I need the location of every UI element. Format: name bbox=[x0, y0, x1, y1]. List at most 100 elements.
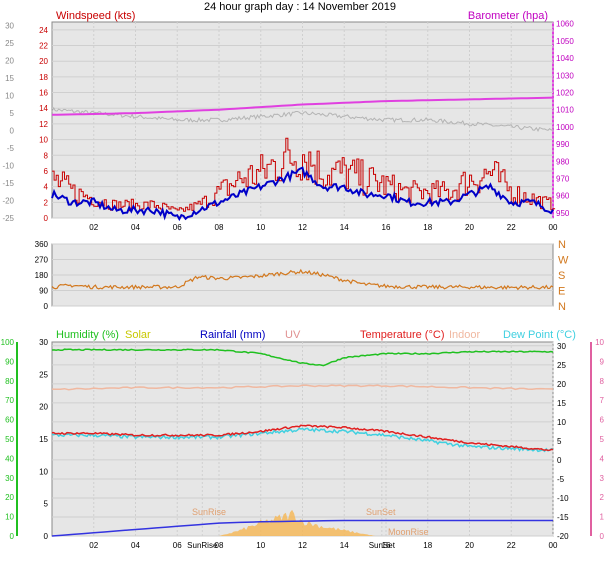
humidity-tick-label: 40 bbox=[5, 454, 14, 463]
gridlines bbox=[52, 22, 554, 537]
wind-tick-label: 12 bbox=[39, 120, 48, 129]
x-tick-label: 20 bbox=[465, 541, 474, 550]
baro-tick-label: 980 bbox=[556, 157, 570, 166]
x-tick-label: 08 bbox=[215, 541, 224, 550]
humidity-tick-label: 90 bbox=[5, 357, 14, 366]
humidity-tick-label: 60 bbox=[5, 416, 14, 425]
humidity-tick-label: 30 bbox=[5, 474, 14, 483]
uv-tick-label: 2 bbox=[600, 493, 605, 502]
compass-label: N bbox=[558, 301, 566, 313]
baro-tick-label: 950 bbox=[556, 209, 570, 218]
wind-tick-label: 4 bbox=[44, 183, 49, 192]
uv-tick-label: 10 bbox=[595, 338, 604, 347]
legend-label: UV bbox=[285, 329, 301, 341]
rain-tick-label: 30 bbox=[39, 338, 48, 347]
compass-label: W bbox=[558, 255, 569, 267]
x-tick-label: 00 bbox=[549, 223, 558, 232]
outer-tick-label: -20 bbox=[2, 197, 14, 206]
humidity-tick-label: 20 bbox=[5, 493, 14, 502]
solar-fill bbox=[219, 509, 376, 536]
axis-labels: Windspeed (kts) Barometer (hpa) Humidity (… bbox=[56, 10, 576, 537]
uv-tick-label: 7 bbox=[600, 396, 605, 405]
wind-tick-label: 8 bbox=[44, 151, 49, 160]
winddir-tick-label: 0 bbox=[44, 302, 49, 311]
uv-tick-label: 3 bbox=[600, 474, 605, 483]
annotation-label: SunRise bbox=[192, 507, 226, 517]
x-tick-label: 04 bbox=[131, 223, 140, 232]
baro-tick-label: 970 bbox=[556, 174, 570, 183]
rain-tick-label: 10 bbox=[39, 467, 48, 476]
x-tick-label: 20 bbox=[465, 223, 474, 232]
rain-tick-label: 20 bbox=[39, 403, 48, 412]
solar-area bbox=[219, 509, 376, 536]
winddir-tick-label: 90 bbox=[39, 287, 48, 296]
uv-tick-label: 8 bbox=[600, 377, 605, 386]
baro-tick-label: 960 bbox=[556, 192, 570, 201]
compass-label: N bbox=[558, 239, 566, 251]
rain-tick-label: 15 bbox=[39, 435, 48, 444]
outer-tick-label: -25 bbox=[2, 214, 14, 223]
baro-tick-label: 1030 bbox=[556, 71, 574, 80]
humidity-line bbox=[51, 348, 554, 367]
x-tick-label: 12 bbox=[298, 541, 307, 550]
x-tick-label: 22 bbox=[507, 223, 516, 232]
compass-label: E bbox=[558, 286, 565, 298]
x-tick-label: SunRise bbox=[187, 541, 218, 550]
outer-tick-label: 5 bbox=[10, 109, 15, 118]
wind-axis-label: Windspeed (kts) bbox=[56, 10, 135, 22]
wind-tick-label: 24 bbox=[39, 26, 48, 35]
x-tick-label: 06 bbox=[173, 223, 182, 232]
outer-series-line bbox=[51, 106, 554, 132]
temp-tick-label: 5 bbox=[557, 437, 562, 446]
outer-tick-label: 10 bbox=[5, 92, 14, 101]
x-tick-label: 08 bbox=[215, 223, 224, 232]
x-tick-label: 02 bbox=[89, 541, 98, 550]
wind-tick-label: 20 bbox=[39, 57, 48, 66]
winddir-tick-label: 180 bbox=[35, 271, 49, 280]
temp-tick-label: -10 bbox=[557, 494, 569, 503]
indoor-line bbox=[51, 384, 554, 391]
wind-tick-label: 2 bbox=[44, 198, 49, 207]
tick-labels: 02 04 06 08 10 12 14 16 18 20 22 000246810121416182… bbox=[1, 20, 605, 550]
outer-tick-label: 0 bbox=[10, 127, 15, 136]
humidity-tick-label: 10 bbox=[5, 513, 14, 522]
outer-tick-label: 20 bbox=[5, 57, 14, 66]
humidity-tick-label: 100 bbox=[1, 338, 15, 347]
series-lines bbox=[51, 96, 556, 537]
wind-tick-label: 6 bbox=[44, 167, 49, 176]
humidity-tick-label: 70 bbox=[5, 396, 14, 405]
wind-tick-label: 10 bbox=[39, 136, 48, 145]
x-tick-label: 18 bbox=[423, 541, 432, 550]
uv-tick-label: 6 bbox=[600, 416, 605, 425]
wind-tick-label: 22 bbox=[39, 42, 48, 51]
x-tick-label: 18 bbox=[423, 223, 432, 232]
humidity-tick-label: 50 bbox=[5, 435, 14, 444]
outer-tick-label: 25 bbox=[5, 39, 14, 48]
x-tick-label: 16 bbox=[382, 541, 391, 550]
x-tick-label: SunSet bbox=[369, 541, 396, 550]
x-tick-label: 06 bbox=[173, 541, 182, 550]
uv-tick-label: 1 bbox=[600, 513, 605, 522]
legend-label: Indoor bbox=[449, 329, 481, 341]
humidity-tick-label: 0 bbox=[10, 532, 15, 541]
baro-tick-label: 1050 bbox=[556, 37, 574, 46]
windspeed-line bbox=[51, 166, 554, 222]
wind-gust-line bbox=[52, 137, 556, 212]
annotation-label: SunSet bbox=[366, 507, 396, 517]
wind-tick-label: 18 bbox=[39, 73, 48, 82]
temp-tick-label: 25 bbox=[557, 361, 566, 370]
uv-tick-label: 0 bbox=[600, 532, 605, 541]
temp-tick-label: 20 bbox=[557, 380, 566, 389]
winddir-tick-label: 270 bbox=[35, 256, 49, 265]
outer-tick-label: -5 bbox=[7, 144, 15, 153]
x-tick-label: 10 bbox=[256, 223, 265, 232]
temp-tick-label: -20 bbox=[557, 532, 569, 541]
rain-tick-label: 25 bbox=[39, 370, 48, 379]
baro-tick-label: 1000 bbox=[556, 123, 574, 132]
graph-title: 24 hour graph day : 14 November 2019 bbox=[204, 1, 396, 13]
uv-tick-label: 4 bbox=[600, 454, 605, 463]
rain-tick-label: 5 bbox=[44, 500, 49, 509]
wind-tick-label: 14 bbox=[39, 104, 48, 113]
x-tick-label: 14 bbox=[340, 541, 349, 550]
